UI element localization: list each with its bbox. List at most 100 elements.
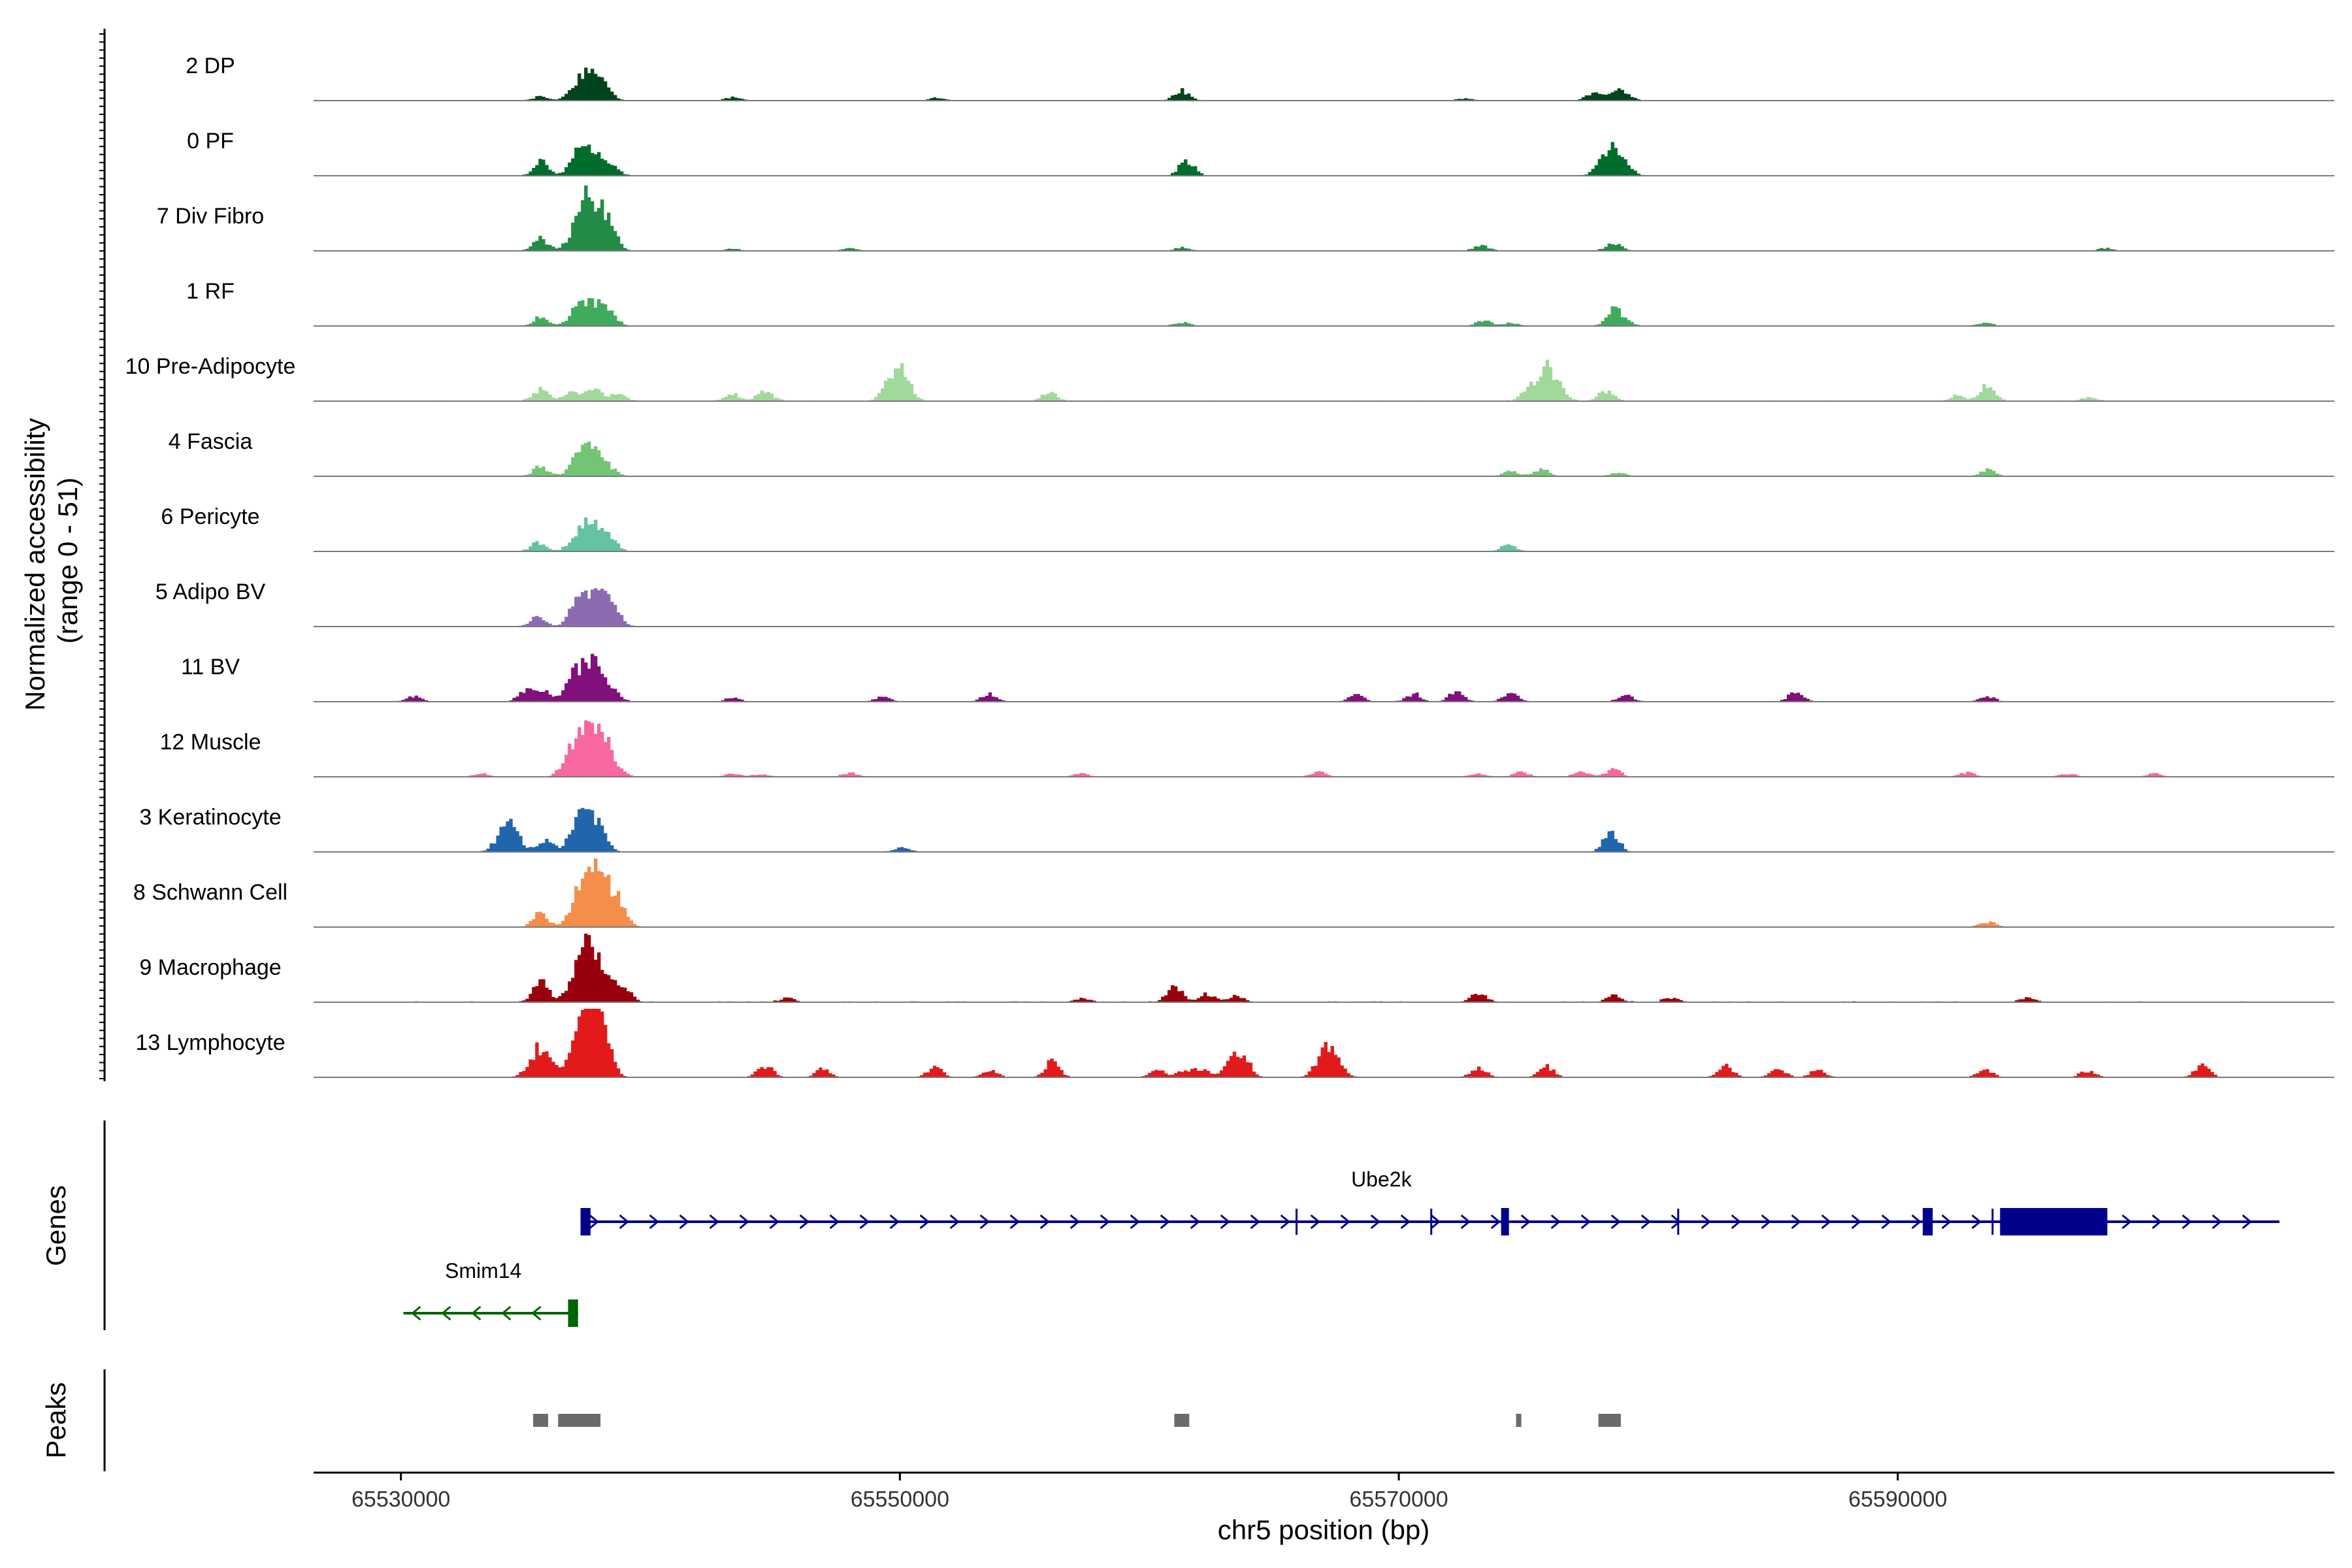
track-label-3-keratinocyte: 3 Keratinocyte	[139, 805, 281, 830]
strand-chevron	[1550, 1214, 1561, 1230]
track-12-muscle: 12 Muscle	[160, 720, 2334, 777]
strand-chevron	[1190, 1214, 1200, 1230]
track-label-12-muscle: 12 Muscle	[160, 730, 261, 755]
coverage-y-axis-title-line1: Normalized accessibility	[20, 418, 50, 711]
strand-chevron	[1881, 1214, 1891, 1230]
strand-chevron	[979, 1214, 990, 1230]
strand-chevron	[1821, 1214, 1831, 1230]
exon-ube2k	[1501, 1208, 1509, 1235]
track-label-1-rf: 1 RF	[186, 279, 235, 304]
track-label-6-pericyte: 6 Pericyte	[161, 504, 259, 529]
coverage-y-axis-ticks	[99, 33, 105, 1079]
coverage-area-13-lymphocyte	[506, 1009, 2227, 1077]
track-label-2-dp: 2 DP	[186, 54, 235, 78]
coverage-area-7-div-fibro	[421, 185, 2227, 251]
strand-chevron	[1610, 1214, 1621, 1230]
peaks-panel-title: Peaks	[41, 1382, 71, 1459]
strand-chevron	[1160, 1214, 1170, 1230]
strand-chevron	[769, 1214, 779, 1230]
gene-ube2k: Ube2k	[580, 1168, 2279, 1235]
strand-chevron	[1310, 1214, 1320, 1230]
coverage-tracks: 2 DP 0 PF 7 Div Fibro 1 RF 10 Pre-Adipocyte 4…	[125, 54, 2334, 1078]
track-label-4-fascia: 4 Fascia	[169, 429, 253, 454]
peak-region	[533, 1414, 548, 1427]
strand-chevron	[889, 1214, 900, 1230]
strand-chevron	[1250, 1214, 1260, 1230]
strand-chevron	[1911, 1214, 1921, 1230]
strand-chevron	[919, 1214, 930, 1230]
coverage-y-axis-title-line2: (range 0 - 51)	[52, 478, 83, 644]
track-label-7-div-fibro: 7 Div Fibro	[157, 204, 264, 229]
strand-chevron	[501, 1305, 512, 1321]
strand-chevron	[589, 1214, 599, 1230]
track-8-schwann-cell: 8 Schwann Cell	[133, 858, 2334, 928]
exon-ube2k	[1922, 1208, 1933, 1235]
x-tick-label: 65530000	[351, 1487, 450, 1512]
strand-chevron	[1971, 1214, 1982, 1230]
strand-chevron	[1340, 1214, 1350, 1230]
track-5-adipo-bv: 5 Adipo BV	[155, 580, 2334, 627]
strand-chevron	[1070, 1214, 1080, 1230]
peak-region	[1598, 1414, 1621, 1427]
track-11-bv: 11 BV	[181, 653, 2334, 702]
track-label-11-bv: 11 BV	[181, 655, 240, 679]
exon-ube2k	[2000, 1208, 2108, 1235]
track-3-keratinocyte: 3 Keratinocyte	[139, 805, 2334, 853]
x-axis-title: chr5 position (bp)	[1218, 1514, 1430, 1545]
strand-chevron	[1009, 1214, 1020, 1230]
strand-chevron	[619, 1214, 629, 1230]
strand-chevron	[1791, 1214, 1801, 1230]
coverage-area-10-pre-adipocyte	[417, 359, 2237, 401]
strand-chevron	[1941, 1214, 1952, 1230]
x-tick-label: 65590000	[1848, 1487, 1947, 1512]
strand-chevron	[1490, 1214, 1501, 1230]
track-label-10-pre-adipocyte: 10 Pre-Adipocyte	[125, 354, 296, 379]
strand-chevron	[1430, 1214, 1441, 1230]
gene-label-smim14: Smim14	[445, 1259, 521, 1282]
coverage-area-11-bv	[391, 653, 2247, 702]
strand-chevron	[1220, 1214, 1230, 1230]
coverage-area-1-rf	[440, 298, 2247, 326]
strand-chevron	[441, 1305, 451, 1321]
peak-region	[558, 1414, 601, 1427]
strand-chevron	[1130, 1214, 1140, 1230]
exon-smim14	[568, 1299, 578, 1327]
coverage-area-5-adipo-bv	[414, 588, 2227, 627]
strand-chevron	[2242, 1214, 2252, 1230]
x-tick-label: 65570000	[1349, 1487, 1448, 1512]
strand-chevron	[1100, 1214, 1110, 1230]
strand-chevron	[799, 1214, 809, 1230]
strand-chevron	[2151, 1214, 2162, 1230]
x-tick-label: 65550000	[851, 1487, 949, 1512]
track-9-macrophage: 9 Macrophage	[139, 934, 2334, 1003]
gene-annotation-track: Ube2k Smim14	[403, 1168, 2279, 1327]
track-label-5-adipo-bv: 5 Adipo BV	[155, 580, 266, 604]
strand-chevron	[1400, 1214, 1411, 1230]
strand-chevron	[859, 1214, 870, 1230]
track-6-pericyte: 6 Pericyte	[161, 504, 2334, 552]
strand-chevron	[1580, 1214, 1591, 1230]
strand-chevron	[411, 1305, 421, 1321]
coverage-area-12-muscle	[414, 720, 2240, 777]
track-1-rf: 1 RF	[186, 279, 2334, 327]
track-13-lymphocyte: 13 Lymphocyte	[135, 1009, 2334, 1078]
strand-chevron	[829, 1214, 840, 1230]
strand-chevron	[1671, 1214, 1681, 1230]
strand-chevron	[679, 1214, 689, 1230]
coverage-area-0-pf	[417, 142, 2244, 176]
x-axis-ticks: 65530000 65550000 65570000 65590000	[351, 1473, 1947, 1512]
strand-chevron	[1370, 1214, 1380, 1230]
strand-chevron	[531, 1305, 542, 1321]
gene-smim14: Smim14	[403, 1259, 578, 1327]
track-7-div-fibro: 7 Div Fibro	[157, 185, 2334, 252]
track-4-fascia: 4 Fascia	[169, 429, 2334, 477]
strand-chevron	[1280, 1214, 1290, 1230]
strand-chevron	[1761, 1214, 1771, 1230]
strand-chevron	[1641, 1214, 1651, 1230]
peaks-track	[533, 1414, 1621, 1427]
coverage-y-axis-title: Normalized accessibility (range 0 - 51)	[20, 410, 83, 711]
track-label-0-pf: 0 PF	[187, 129, 234, 154]
strand-chevron	[1731, 1214, 1741, 1230]
coverage-area-6-pericyte	[424, 517, 2240, 551]
